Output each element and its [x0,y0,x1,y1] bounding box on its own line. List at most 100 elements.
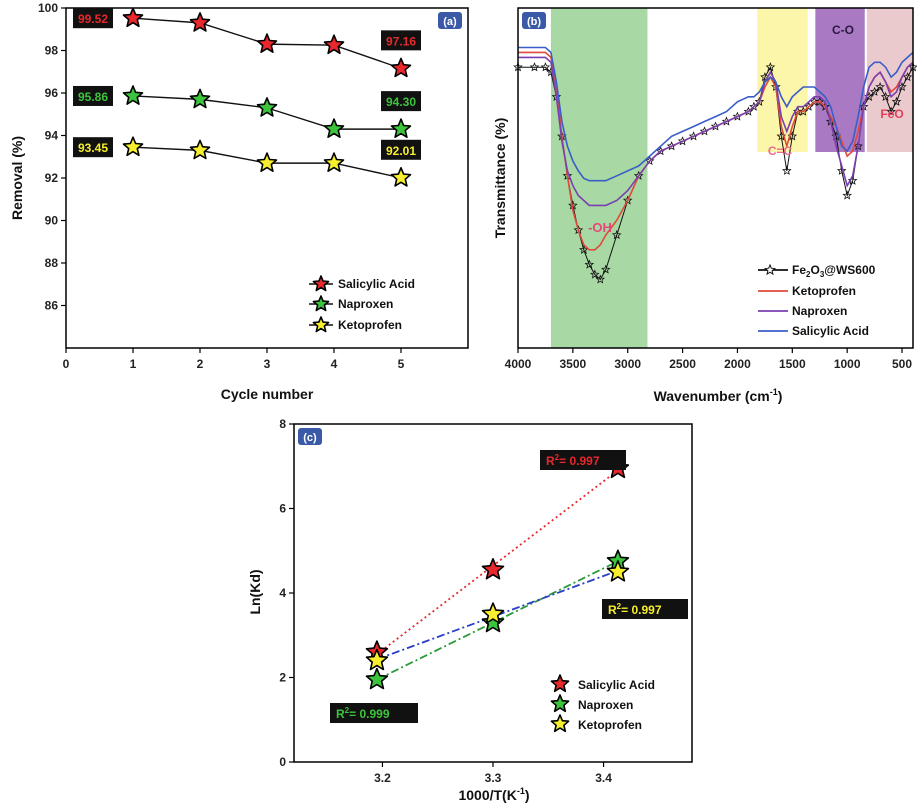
spectrum-marker [880,91,891,101]
svg-text:R2= 0.997: R2= 0.997 [608,602,662,617]
data-label: 95.86 [78,90,108,104]
band-label-cc: C=C [768,144,793,158]
band-label-co: C-O [832,23,854,37]
x-tick-label: 4 [331,357,338,371]
panel-c-legend: Salicylic Acid Naproxen Ketoprofen [550,674,655,733]
legend-marker [312,295,330,312]
data-point [256,33,278,54]
panel-a-ylabel: Removal (%) [9,136,25,220]
legend-b-salicylic: Salicylic Acid [792,324,869,338]
spectrum-marker [875,81,885,92]
x-tick-label: 1500 [779,357,806,371]
data-point [189,139,211,160]
r2-box-naproxen: R2= 0.999 [330,703,418,723]
x-tick-label: 2000 [724,357,751,371]
x-tick-label: 500 [892,357,912,371]
y-tick-label: 88 [45,256,59,270]
panel-c-badge-bg [298,428,322,445]
r2-box-salicylic: R2= 0.997 [540,450,626,470]
panel-a-legend: Salicylic Acid Naproxen Ketoprofen [309,275,415,333]
panel-b-xlabel: Wavenumber (cm-1) [654,387,783,404]
fit-line [376,469,619,655]
legend-marker [312,275,330,292]
spectrum-marker [902,72,913,82]
data-label: 92.01 [386,144,416,158]
legend-marker [550,674,570,693]
data-label-box [381,91,421,112]
y-tick-label: 96 [45,86,59,100]
y-tick-label: 0 [279,755,286,769]
legend-marker [550,714,570,733]
data-label: 93.45 [78,141,108,155]
spectrum-marker [765,62,776,72]
data-point [323,34,345,55]
spectrum-marker [595,274,606,284]
legend-marker [550,694,570,713]
data-label: 94.30 [386,95,416,109]
legend-b-ketoprofen: Ketoprofen [792,284,856,298]
data-point [390,167,412,187]
data-point [365,667,389,690]
panel-c: 3.2 3.3 3.4 0 2 4 6 8 (c) Ln(Kd) 1000/T(K-1) R2… [247,417,693,803]
y-tick-label: 8 [279,417,286,431]
x-tick-label: 1000 [834,357,861,371]
x-tick-label: 3 [264,357,271,371]
data-point [189,12,211,32]
spectrum-marker [590,269,600,279]
y-tick-label: 90 [45,214,59,228]
legend-b-fe2o3: Fe2O3@WS600 [792,263,876,279]
data-point [390,118,412,138]
x-tick-label: 5 [398,357,405,371]
panel-b-badge-bg [522,12,546,29]
spectrum-marker [836,165,847,175]
legend-c-salicylic: Salicylic Acid [578,678,655,692]
legend-marker [312,316,330,333]
spectrum-marker [622,195,633,205]
panel-b-ylabel: Transmittance (%) [492,118,508,239]
legend-a-ketoprofen: Ketoprofen [338,318,402,332]
data-point [481,557,505,580]
legend-marker [763,263,777,276]
legend-c-ketoprofen: Ketoprofen [578,718,642,732]
panel-b-ticks: 4000 3500 3000 2500 2000 1500 1000 500 [505,348,912,371]
spectrum-marker [847,175,858,185]
band-label-feo: FeO [880,107,903,121]
data-point [481,602,505,624]
panel-c-badge: (c) [303,432,317,444]
data-label-box [381,30,421,51]
panel-b-bands [550,8,913,348]
x-tick-label: 3.2 [374,771,391,785]
data-point [481,610,505,633]
panel-c-xlabel: 1000/T(K-1) [458,786,529,803]
x-tick-label: 1 [130,357,137,371]
data-point [606,560,630,582]
data-point [256,97,278,117]
svg-text:R2= 0.999: R2= 0.999 [336,706,390,721]
spectrum-marker [540,62,551,72]
y-tick-label: 92 [45,171,59,185]
r2-box-ketoprofen: R2= 0.997 [602,599,688,619]
data-label: 97.16 [386,34,416,48]
spectrum-marker [754,96,765,106]
y-tick-label: 100 [38,1,58,15]
data-point [390,57,412,78]
y-tick-label: 86 [45,299,59,313]
panel-a-data-labels: 99.52 97.16 95.86 94.30 93.45 92.01 [73,8,421,160]
panel-b-frame [517,7,914,349]
panel-a-ticks: 0 1 2 3 4 5 86 88 90 92 94 96 98 100 [38,1,405,371]
data-point [189,88,211,109]
panel-a-badge-bg [438,12,462,29]
panel-a-badge: (a) [443,16,457,28]
data-label-box [73,85,113,106]
data-point [365,648,389,671]
spectrum-marker [584,259,595,269]
x-tick-label: 3000 [614,357,641,371]
panel-c-ticks: 3.2 3.3 3.4 0 2 4 6 8 [279,417,612,785]
panel-b-lines [513,46,917,284]
legend-a-salicylic: Salicylic Acid [338,277,415,291]
x-tick-label: 4000 [505,357,532,371]
band-label-oh: -OH [588,220,612,235]
panel-a-lines [122,7,412,187]
